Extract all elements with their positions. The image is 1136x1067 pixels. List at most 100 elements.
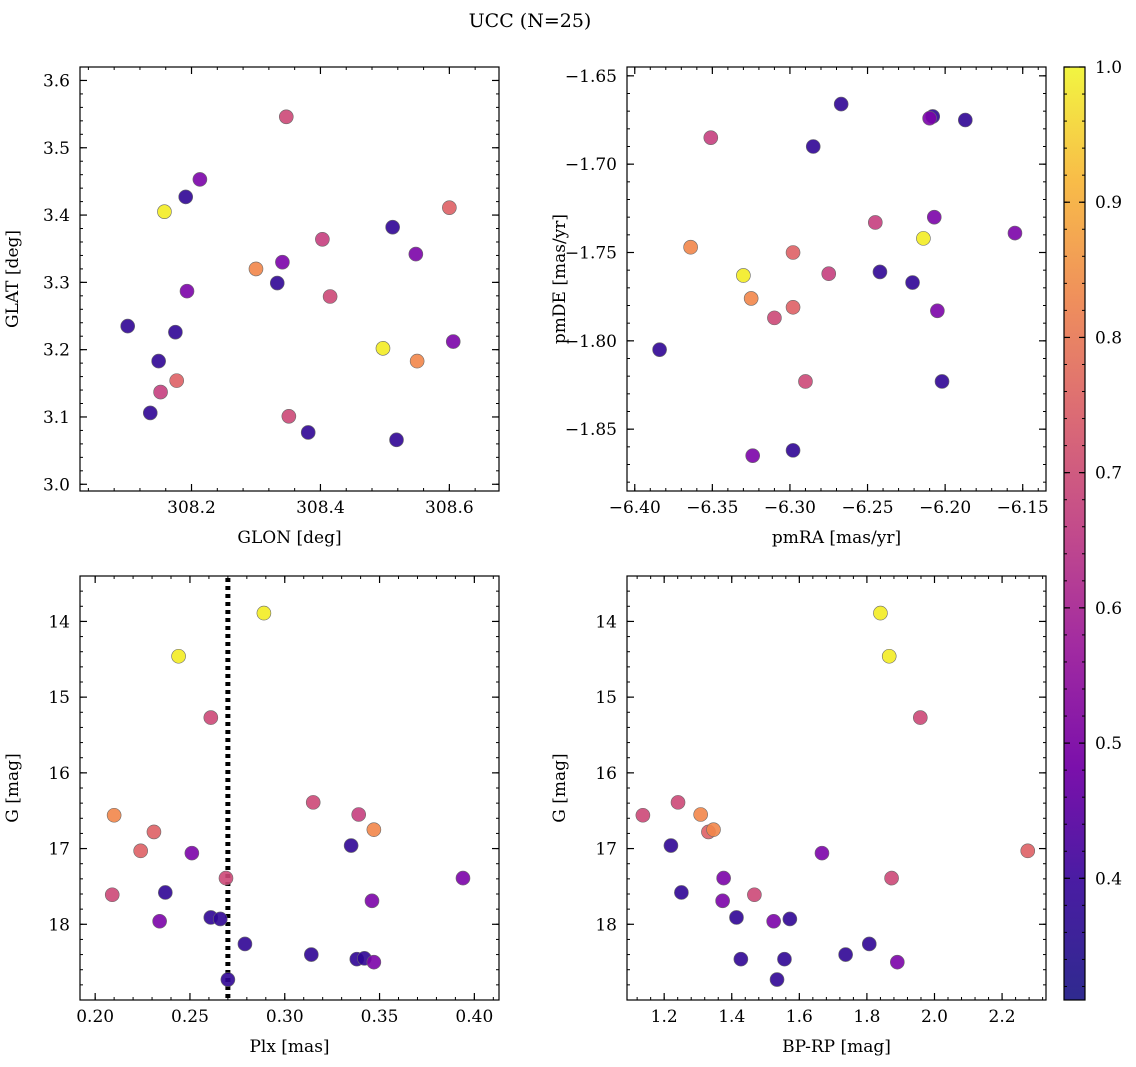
plot-frame [626, 575, 1047, 1001]
scatter-point [729, 910, 744, 925]
scatter-point [385, 219, 400, 235]
scatter-point [733, 951, 749, 967]
y-tick-label: 16 [595, 764, 617, 784]
scatter-point [375, 341, 391, 356]
y-tick-label: 3.3 [43, 273, 70, 293]
scatter-point [1020, 843, 1036, 859]
x-tick-label: −6.35 [686, 498, 738, 518]
y-tick-label: 3.4 [43, 206, 70, 226]
scatter-point [1007, 225, 1023, 241]
x-tick-label: 0.20 [76, 1007, 114, 1027]
x-tick-label: 0.25 [171, 1007, 209, 1027]
y-tick-label: 3.0 [43, 475, 70, 495]
scatter-point [212, 911, 228, 927]
scatter-point [218, 870, 234, 886]
scatter-point [106, 807, 122, 823]
colorbar-tick-label: 0.6 [1095, 599, 1122, 619]
y-tick-label: 17 [595, 840, 617, 860]
plot-frame [79, 575, 500, 1001]
scatter-point [322, 289, 338, 304]
colorbar-tick-label: 0.8 [1095, 328, 1122, 348]
x-tick-label: 2.0 [921, 1007, 948, 1027]
y-axis-label: G [mag] [550, 753, 570, 822]
scatter-point [912, 710, 928, 725]
x-axis-label: GLON [deg] [237, 528, 341, 548]
x-axis-label: BP-RP [mag] [782, 1037, 891, 1057]
y-tick-label: 14 [48, 612, 70, 632]
y-tick-label: 16 [48, 764, 70, 784]
x-tick-label: 308.2 [167, 498, 216, 518]
scatter-point [769, 972, 785, 987]
x-tick-label: 1.8 [853, 1007, 880, 1027]
y-tick-label: 3.2 [43, 341, 70, 361]
scatter-point [237, 936, 253, 952]
y-tick-label: 18 [48, 915, 70, 935]
y-tick-label: 15 [48, 688, 70, 708]
scatter-point [861, 936, 877, 952]
colorbar-tick-label: 0.4 [1095, 869, 1122, 889]
scatter-point [168, 324, 183, 340]
scatter-point [716, 870, 731, 886]
scatter-point [169, 373, 184, 388]
scatter-point [814, 845, 830, 861]
scatter-point [153, 384, 168, 400]
scatter-point [958, 112, 973, 128]
scatter-point [351, 807, 367, 822]
x-axis-label: Plx [mas] [249, 1037, 329, 1057]
scatter-point [120, 318, 136, 334]
panel-1: 308.2 308.4 308.6 3.0 3.1 3.2 3.3 3.4 3.5 3.6 GLON… [3, 66, 500, 548]
scatter-point [300, 425, 316, 440]
scatter-point [652, 342, 667, 357]
scatter-point [178, 189, 194, 205]
scatter-point [184, 845, 200, 861]
x-tick-label: 308.6 [425, 498, 474, 518]
scatter-point [203, 710, 219, 725]
scatter-point [833, 96, 849, 112]
x-tick-label: 0.40 [455, 1007, 493, 1027]
plot-frame [626, 66, 1047, 492]
scatter-point [278, 109, 294, 125]
scatter-point [635, 807, 651, 823]
colorbar-tick-label: 0.7 [1095, 464, 1122, 484]
scatter-point [146, 824, 162, 840]
scatter-point [821, 266, 837, 282]
scatter-point [798, 374, 813, 389]
y-axis-label: pmDE [mas/yr] [550, 214, 570, 344]
y-tick-label: −1.80 [565, 332, 617, 352]
y-tick-label: −1.85 [565, 420, 617, 440]
colorbar-gradient [1063, 66, 1086, 1001]
scatter-point [171, 648, 186, 664]
scatter-point [884, 870, 899, 886]
colorbar-tick-label: 0.5 [1095, 734, 1122, 754]
x-tick-label: 2.2 [989, 1007, 1016, 1027]
scatter-point [785, 299, 801, 315]
scatter-point [916, 231, 931, 246]
scatter-point [366, 822, 382, 837]
panel-3: 0.20 0.25 0.30 0.35 0.40 14 15 16 17 18 Plx [mas] G… [3, 575, 500, 1057]
scatter-point [674, 885, 689, 900]
scatter-point [408, 246, 424, 262]
scatter-point [777, 951, 792, 967]
scatter-point [133, 843, 148, 859]
y-tick-label: 17 [48, 840, 70, 860]
scatter-point [838, 947, 853, 962]
scatter-point [873, 605, 888, 621]
scatter-point [905, 275, 920, 290]
colorbar-tick-label: 0.9 [1095, 193, 1122, 213]
y-tick-label: 3.6 [43, 71, 70, 91]
x-axis-label: pmRA [mas/yr] [772, 528, 901, 548]
scatter-point [767, 310, 782, 326]
scatter-point [315, 231, 330, 247]
scatter-point [805, 139, 821, 154]
scatter-point [179, 283, 195, 299]
scatter-point [157, 204, 172, 219]
x-tick-label: 1.2 [651, 1007, 678, 1027]
x-tick-label: −6.30 [764, 498, 816, 518]
scatter-point [152, 913, 167, 929]
colorbar: 0.4 0.5 0.6 0.7 0.8 0.9 1.0 [1063, 58, 1122, 1001]
plot-frame [79, 66, 500, 492]
scatter-point [364, 893, 380, 909]
figure-title: UCC (N=25) [469, 10, 592, 32]
y-tick-label: 18 [595, 915, 617, 935]
